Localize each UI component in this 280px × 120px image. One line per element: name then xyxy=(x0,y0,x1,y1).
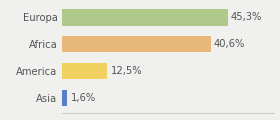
Bar xyxy=(62,63,108,79)
Text: 1,6%: 1,6% xyxy=(70,93,96,103)
Text: 45,3%: 45,3% xyxy=(231,12,262,22)
Bar xyxy=(62,36,211,52)
Bar xyxy=(62,90,67,106)
Text: 40,6%: 40,6% xyxy=(213,39,245,49)
Bar xyxy=(62,9,228,26)
Text: 12,5%: 12,5% xyxy=(110,66,142,76)
